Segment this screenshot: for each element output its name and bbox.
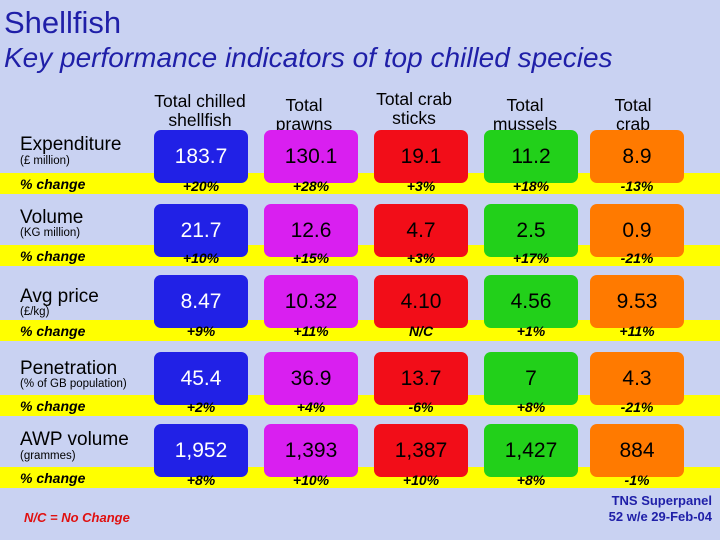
change-value: +9% bbox=[186, 323, 216, 339]
column-header-line1: Total bbox=[614, 95, 652, 115]
change-value: +28% bbox=[292, 178, 330, 194]
column-header-shellfish: Total chilled shellfish bbox=[140, 92, 260, 130]
change-value: -21% bbox=[620, 250, 654, 266]
value-box: 12.6 bbox=[264, 204, 358, 257]
row-sublabel: (grammes) bbox=[20, 450, 76, 462]
column-header-line2: crab bbox=[615, 114, 651, 134]
change-value: -21% bbox=[620, 399, 654, 415]
value-box: 4.56 bbox=[484, 275, 578, 328]
value-box: 884 bbox=[590, 424, 684, 477]
change-value: +20% bbox=[182, 178, 220, 194]
change-value: +8% bbox=[186, 472, 216, 488]
value-box: 1,387 bbox=[374, 424, 468, 477]
value-box: 130.1 bbox=[264, 130, 358, 183]
column-header-line1: Total bbox=[506, 95, 544, 115]
change-label: % change bbox=[20, 470, 86, 486]
source-line: TNS Superpanel bbox=[611, 493, 712, 508]
value-box: 36.9 bbox=[264, 352, 358, 405]
value-box: 21.7 bbox=[154, 204, 248, 257]
change-value: -6% bbox=[408, 399, 434, 415]
value-box: 4.10 bbox=[374, 275, 468, 328]
change-value: -13% bbox=[620, 178, 654, 194]
value-box: 45.4 bbox=[154, 352, 248, 405]
change-value: +8% bbox=[516, 472, 546, 488]
value-box: 10.32 bbox=[264, 275, 358, 328]
change-value: +3% bbox=[406, 250, 436, 266]
footnote: N/C = No Change bbox=[24, 510, 130, 525]
value-box: 8.9 bbox=[590, 130, 684, 183]
column-header-crab-sticks: Total crab sticks bbox=[354, 90, 474, 128]
value-box: 1,952 bbox=[154, 424, 248, 477]
row-label-expenditure: Expenditure bbox=[20, 134, 122, 155]
change-value: +11% bbox=[619, 323, 655, 339]
row-label-volume: Volume bbox=[20, 207, 84, 228]
row-label-awp-volume: AWP volume bbox=[20, 429, 129, 450]
column-header-mussels: Total mussels bbox=[465, 96, 585, 134]
change-value: +1% bbox=[516, 323, 546, 339]
change-label: % change bbox=[20, 248, 86, 264]
value-box: 2.5 bbox=[484, 204, 578, 257]
value-box: 1,393 bbox=[264, 424, 358, 477]
change-value: -1% bbox=[624, 472, 650, 488]
column-header-prawns: Total prawns bbox=[244, 96, 364, 134]
source-line: 52 w/e 29-Feb-04 bbox=[608, 509, 712, 524]
change-value: +11% bbox=[293, 323, 329, 339]
value-box: 183.7 bbox=[154, 130, 248, 183]
value-box: 19.1 bbox=[374, 130, 468, 183]
row-label-penetration: Penetration bbox=[20, 358, 118, 379]
value-box: 0.9 bbox=[590, 204, 684, 257]
row-sublabel: (£ million) bbox=[20, 155, 70, 167]
change-value: +10% bbox=[182, 250, 220, 266]
change-value: +4% bbox=[296, 399, 326, 415]
change-value: +10% bbox=[402, 472, 440, 488]
column-header-line2: sticks bbox=[392, 108, 436, 128]
page-subtitle: Key performance indicators of top chille… bbox=[4, 42, 613, 73]
change-value: +17% bbox=[512, 250, 550, 266]
change-label: % change bbox=[20, 176, 86, 192]
row-label-avg-price: Avg price bbox=[20, 286, 99, 307]
column-header-line2: prawns bbox=[275, 114, 333, 134]
change-value: +10% bbox=[292, 472, 330, 488]
value-box: 1,427 bbox=[484, 424, 578, 477]
column-header-crab: Total crab bbox=[573, 96, 693, 134]
change-value: +8% bbox=[516, 399, 546, 415]
value-box: 9.53 bbox=[590, 275, 684, 328]
row-sublabel: (% of GB population) bbox=[20, 378, 127, 390]
row-sublabel: (£/kg) bbox=[20, 306, 50, 318]
value-box: 13.7 bbox=[374, 352, 468, 405]
value-box: 7 bbox=[484, 352, 578, 405]
column-header-line2: mussels bbox=[492, 114, 558, 134]
source-note: TNS Superpanel 52 w/e 29-Feb-04 bbox=[582, 493, 712, 525]
value-box: 11.2 bbox=[484, 130, 578, 183]
column-header-line1: Total chilled bbox=[154, 91, 246, 111]
value-box: 4.3 bbox=[590, 352, 684, 405]
change-label: % change bbox=[20, 323, 86, 339]
value-box: 4.7 bbox=[374, 204, 468, 257]
change-value: +18% bbox=[512, 178, 550, 194]
value-box: 8.47 bbox=[154, 275, 248, 328]
change-value: N/C bbox=[408, 323, 434, 339]
page-title: Shellfish bbox=[4, 5, 122, 40]
change-label: % change bbox=[20, 398, 86, 414]
column-header-line2: shellfish bbox=[168, 110, 232, 130]
change-value: +15% bbox=[292, 250, 330, 266]
change-value: +2% bbox=[186, 399, 216, 415]
change-value: +3% bbox=[406, 178, 436, 194]
column-header-line1: Total bbox=[285, 95, 323, 115]
column-header-line1: Total crab bbox=[376, 89, 452, 109]
row-sublabel: (KG million) bbox=[20, 227, 81, 239]
